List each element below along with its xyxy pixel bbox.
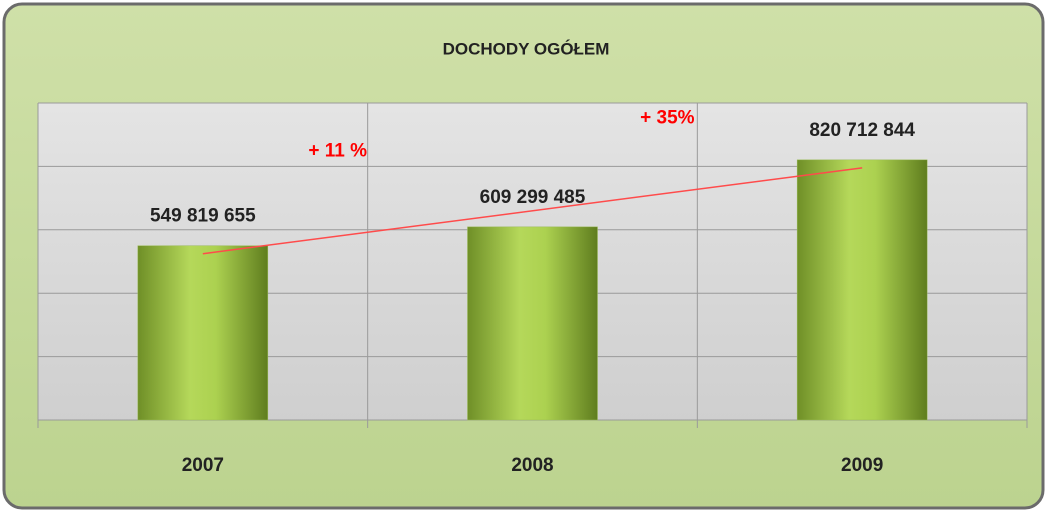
bar	[137, 245, 269, 421]
x-tick-label: 2008	[511, 455, 553, 476]
trend-line	[202, 167, 863, 255]
annotation: + 35%	[640, 107, 695, 128]
bar	[796, 159, 928, 421]
data-label: 820 712 844	[809, 120, 915, 141]
data-label: 609 299 485	[480, 187, 586, 208]
bar	[467, 226, 598, 421]
chart-title: DOCHODY OGÓŁEM	[443, 39, 610, 58]
annotation: + 11 %	[308, 140, 367, 161]
x-tick-label: 2007	[182, 455, 224, 476]
data-label: 549 819 655	[150, 206, 256, 227]
x-tick-label: 2009	[841, 455, 883, 476]
